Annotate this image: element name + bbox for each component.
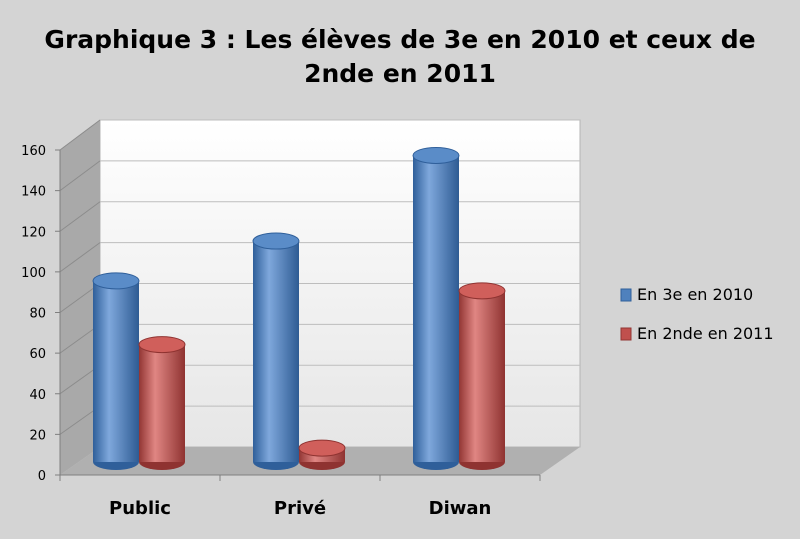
legend-label-series-2: En 2nde en 2011 [637, 324, 774, 343]
cylinder-top [298, 439, 346, 457]
cylinder-bar [92, 272, 140, 470]
y-tick-label: 100 [21, 266, 46, 281]
x-category-label: Privé [274, 498, 326, 519]
cylinder-top [138, 336, 186, 354]
cylinder-bar [298, 439, 346, 470]
cylinder-body [139, 344, 185, 462]
y-tick-label: 20 [29, 428, 46, 443]
y-tick-label: 80 [29, 307, 46, 322]
cylinder-top [92, 272, 140, 290]
y-tick-label: 0 [38, 469, 46, 484]
gridline-side [59, 160, 101, 192]
cylinder-body [93, 280, 139, 462]
y-tick-label: 60 [29, 347, 46, 362]
legend: En 3e en 2010 En 2nde en 2011 [620, 285, 774, 343]
gridline-side [59, 242, 101, 273]
y-tick-label: 120 [21, 225, 46, 240]
x-category-label: Public [109, 498, 171, 519]
cylinder-bar [252, 232, 300, 470]
legend-swatch-series-2 [620, 327, 632, 341]
cylinder-bar [458, 282, 506, 470]
cylinder-top [252, 232, 300, 250]
gridline-side [59, 119, 101, 151]
y-tick-label: 140 [21, 185, 46, 200]
cylinder-top [458, 282, 506, 300]
cylinder-body [253, 241, 299, 462]
y-axis: 0 20 40 60 80 100 120 140 160 [21, 144, 541, 484]
cylinder-bar [412, 146, 460, 470]
legend-swatch-series-1 [620, 288, 632, 302]
gridline-side [59, 201, 101, 232]
x-category-label: Diwan [429, 498, 492, 519]
chart-title-line-2: 2nde en 2011 [304, 59, 496, 88]
cylinder-bar [138, 336, 186, 470]
x-axis-labels: Public Privé Diwan [109, 498, 491, 519]
bars [92, 146, 506, 470]
legend-label-series-1: En 3e en 2010 [637, 285, 753, 304]
chart-title-line-1: Graphique 3 : Les élèves de 3e en 2010 e… [44, 25, 755, 54]
cylinder-body [459, 290, 505, 462]
cylinder-body [413, 155, 459, 462]
cylinder-top [412, 146, 460, 164]
y-tick-label: 40 [29, 388, 46, 403]
y-tick-label: 160 [21, 144, 46, 159]
